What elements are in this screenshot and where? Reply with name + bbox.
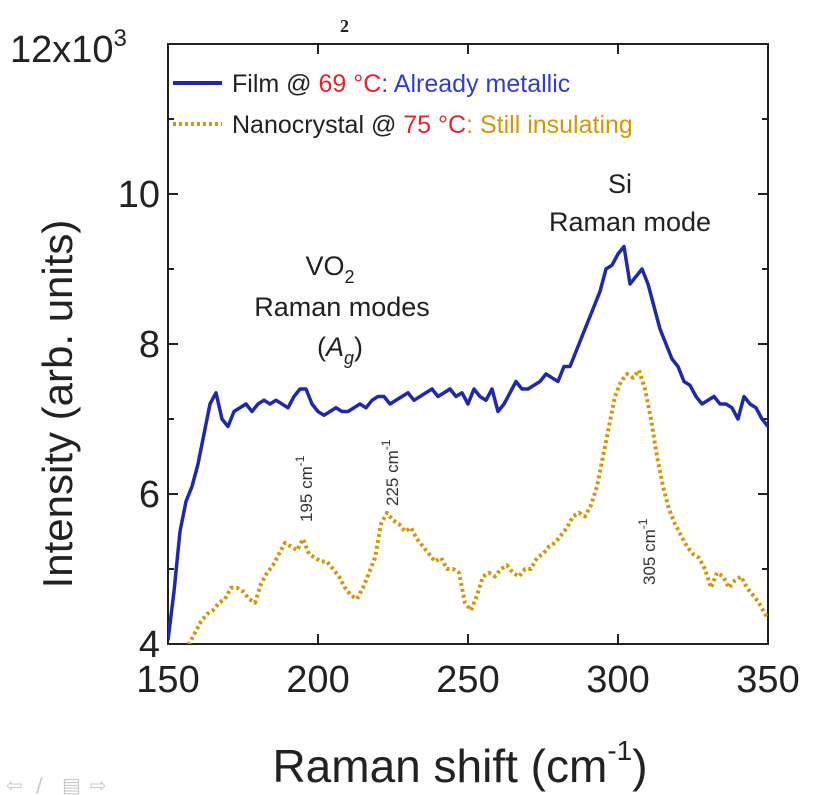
- y-axis-multiplier: 12x103: [10, 25, 127, 71]
- peak-label-305: 305 cm-1: [636, 518, 659, 585]
- y-axis-ticks: 4 6 8 10: [118, 43, 768, 666]
- peak-label-195: 195 cm-1: [293, 455, 316, 522]
- legend-entry-film: Film @ 69 °C: Already metallic: [232, 70, 570, 98]
- nav-pen-icon[interactable]: ∕: [36, 773, 43, 795]
- y-tick-label: 8: [139, 324, 160, 366]
- vo2-annotation: VO2 Raman modes (Ag): [254, 251, 430, 368]
- vo2-label: VO2: [305, 251, 354, 287]
- si-raman-mode-label: Raman mode: [549, 207, 711, 237]
- peak-label-225: 225 cm-1: [379, 439, 402, 506]
- series-line-film: [168, 244, 768, 641]
- vo2-ag-label: (Ag): [317, 332, 363, 368]
- title-fragment: ₂: [340, 0, 349, 33]
- x-tick-label: 350: [736, 659, 799, 701]
- y-tick-label: 10: [118, 174, 160, 216]
- nav-prev-icon[interactable]: ⇦: [6, 773, 23, 795]
- nav-next-icon[interactable]: ⇨: [90, 773, 107, 795]
- legend: Film @ 69 °C: Already metallic Nanocryst…: [173, 70, 633, 139]
- si-annotation: Si Raman mode: [549, 169, 711, 237]
- series-group: [168, 244, 768, 644]
- series-line-nanocrystal: [185, 368, 768, 644]
- x-tick-label: 150: [136, 659, 199, 701]
- si-label: Si: [608, 169, 632, 199]
- slide-nav-controls[interactable]: ⇦ ∕ ▤ ⇨: [6, 773, 107, 795]
- y-axis-label: Intensity (arb. units): [34, 220, 81, 589]
- legend-entry-nanocrystal: Nanocrystal @ 75 °C: Still insulating: [232, 111, 633, 139]
- x-tick-label: 300: [586, 659, 649, 701]
- y-tick-label: 6: [139, 474, 160, 516]
- nav-menu-icon[interactable]: ▤: [62, 773, 81, 795]
- x-axis-ticks: 150 200 250 300 350: [136, 44, 800, 701]
- x-tick-label: 200: [286, 659, 349, 701]
- y-tick-label: 4: [139, 624, 160, 666]
- x-tick-label: 250: [436, 659, 499, 701]
- x-axis-label: Raman shift (cm-1): [272, 735, 647, 792]
- vo2-raman-modes-label: Raman modes: [254, 292, 430, 322]
